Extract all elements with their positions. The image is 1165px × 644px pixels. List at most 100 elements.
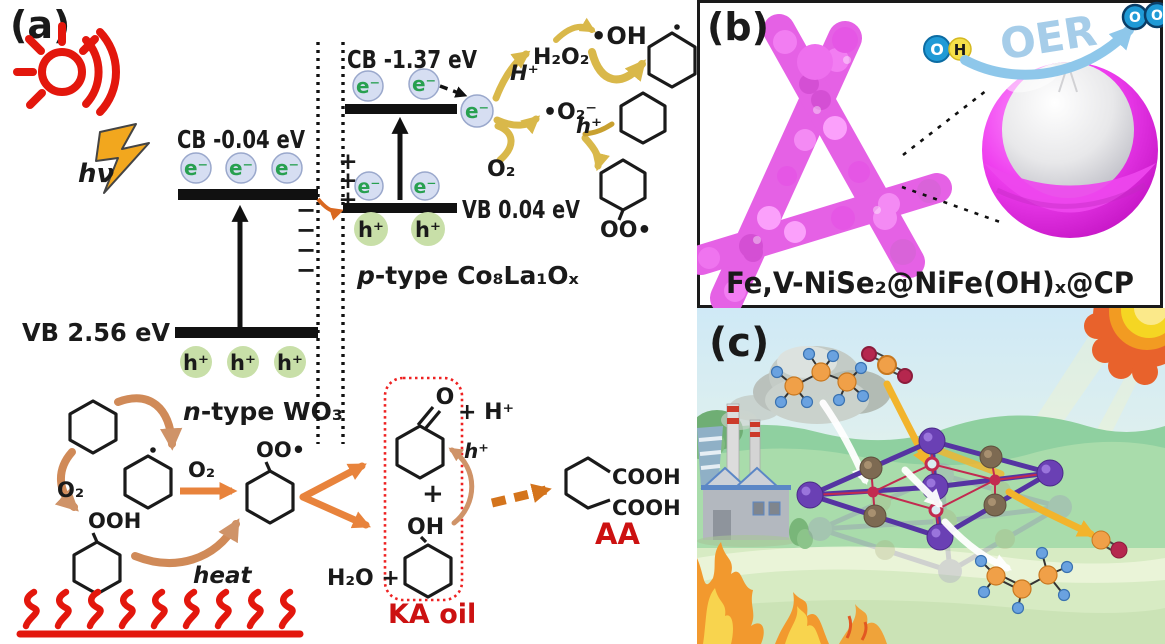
oh-o-label: O xyxy=(930,40,944,59)
h-plus-ka-label: h⁺ xyxy=(464,439,489,463)
flames-icon xyxy=(16,588,304,638)
o2-molecule: O O xyxy=(1121,1,1163,31)
o2-capture-arc xyxy=(494,122,515,164)
svg-text:e⁻: e⁻ xyxy=(184,156,208,180)
h2o-plus-label: H₂O + xyxy=(327,566,400,591)
svg-text:+: + xyxy=(338,149,357,175)
peroxy-bond xyxy=(617,209,625,221)
lattice-purple-atoms xyxy=(796,427,1064,551)
oh-h-label: H xyxy=(954,41,967,59)
bush xyxy=(797,529,813,549)
heat-label: heat xyxy=(193,563,252,589)
wo3-name-suffix: -type WO₃ xyxy=(201,397,343,426)
panel-c-label: (c) xyxy=(709,320,769,366)
colaox-vb-label: VB 0.04 eV xyxy=(462,195,580,224)
o2-second-label: O xyxy=(1151,8,1163,24)
cyclohexane-hexagon xyxy=(619,91,667,145)
svg-text:−: − xyxy=(296,196,316,224)
electron-badge: e⁻ xyxy=(354,171,384,201)
cooh-bottom-label: COOH xyxy=(612,496,681,520)
z-scheme-transfer-arrow xyxy=(316,197,344,221)
propene-molecule xyxy=(974,546,1074,615)
junction-minus-signs: − − − − xyxy=(296,196,316,284)
peroxy-bond xyxy=(264,461,272,472)
sun-icon xyxy=(1084,308,1165,385)
hplus-down-arrow xyxy=(581,134,610,172)
wo3-name: n-type WO₃ xyxy=(183,397,343,426)
electron-transfer-dashed-arrow xyxy=(439,84,468,98)
electron-badges: e⁻ e⁻ e⁻ e⁻ e⁻ e⁻ e⁻ e⁻ xyxy=(180,68,494,201)
colaox-name-suffix: -type Co₈La₁Oₓ xyxy=(375,261,580,290)
cyclohexanone-hexagon xyxy=(395,424,445,480)
o2-mid-label: O₂ xyxy=(188,458,215,482)
ketone-double-bond-2 xyxy=(423,409,442,431)
alcohol-bond xyxy=(419,535,428,544)
hole-badge: h⁺ xyxy=(411,212,445,246)
h-plus-small-label: h⁺ xyxy=(576,114,602,138)
wo3-cb-label: CB -0.04 eV xyxy=(177,125,306,154)
oh-to-cyclohexyl-arrow xyxy=(588,48,646,84)
split-arrow-to-alcohol xyxy=(299,493,371,529)
panel-c-co2-propane-scene: (c) xyxy=(697,308,1165,644)
hole-badge: h⁺ xyxy=(227,346,259,378)
adipic-acid-group: COOH COOH AA xyxy=(564,456,681,551)
panel-b-label: (b) xyxy=(707,5,769,49)
colaox-name: p-type Co₈La₁Oₓ xyxy=(356,261,580,290)
wo3-vb-label: VB 2.56 eV xyxy=(22,318,171,347)
svg-text:h⁺: h⁺ xyxy=(415,218,441,242)
cyclohexane-to-ooh-arrow xyxy=(54,448,79,512)
electron-badge: e⁻ xyxy=(408,68,440,100)
svg-text:e⁻: e⁻ xyxy=(358,176,381,198)
ooh-label: OOH xyxy=(88,509,141,533)
split-arrow-to-ketone xyxy=(299,462,367,501)
svg-text:e⁻: e⁻ xyxy=(275,156,299,180)
colaox-name-prefix: p xyxy=(356,261,375,290)
hole-badge: h⁺ xyxy=(274,346,306,378)
factory xyxy=(697,403,813,549)
wo3-vb-band xyxy=(175,327,318,338)
cooh-top-label: COOH xyxy=(612,465,681,489)
electron-badge: e⁻ xyxy=(271,152,303,184)
oh-label: OH xyxy=(407,515,444,540)
ketone-o-label: O xyxy=(436,385,455,410)
plus-h-label: + H⁺ xyxy=(458,400,514,425)
svg-text:h⁺: h⁺ xyxy=(183,351,209,375)
autoxidation-cycle: O₂ O₂ OOH OO• heat xyxy=(54,394,305,596)
colaox-cb-label: CB -1.37 eV xyxy=(347,45,478,74)
wo3-cb-band xyxy=(178,189,318,200)
svg-text:+: + xyxy=(338,168,357,194)
electron-badge: e⁻ xyxy=(225,152,257,184)
peroxy-bottom-label: OO• xyxy=(256,438,305,462)
cyclohexane-to-radical-arrow xyxy=(114,394,183,451)
peroxy-cyclohexane-hexagon xyxy=(599,158,647,212)
hole-badge: h⁺ xyxy=(354,212,388,246)
colaox-vb-band xyxy=(343,203,457,213)
propane-molecule xyxy=(770,347,870,409)
co2-in-arrow xyxy=(883,380,931,467)
co-molecule xyxy=(1091,530,1128,559)
electron-badge: e⁻ xyxy=(410,171,440,201)
radical-dot xyxy=(150,447,156,453)
svg-text:h⁺: h⁺ xyxy=(358,218,384,242)
radical-dot xyxy=(674,24,680,30)
svg-text:−: − xyxy=(296,216,316,244)
cyclohexane-structures-top xyxy=(599,24,697,221)
electron-to-superoxide-arrow xyxy=(493,115,541,135)
plus-label: + xyxy=(422,479,444,509)
hole-badges: h⁺ h⁺ h⁺ h⁺ h⁺ xyxy=(180,212,445,378)
electron-to-h2o2-arrow xyxy=(492,50,531,102)
svg-text:h⁺: h⁺ xyxy=(277,351,303,375)
co2-molecule xyxy=(861,346,913,384)
nanorod-cluster xyxy=(697,14,952,308)
cyclohexyl-radical-hexagon xyxy=(123,454,173,510)
sun-icon xyxy=(13,22,120,116)
ketone-double-bond-1 xyxy=(416,405,435,427)
hole-badge: h⁺ xyxy=(180,346,212,378)
flames-icon xyxy=(697,542,887,644)
hydroperoxide-hexagon xyxy=(72,540,122,596)
peroxy-top-label: OO• xyxy=(600,218,651,243)
lightning-bolt-icon xyxy=(95,123,150,194)
svg-text:e⁻: e⁻ xyxy=(356,74,380,98)
electron-badge: e⁻ xyxy=(352,70,384,102)
adipic-acid-skeleton xyxy=(564,456,611,510)
